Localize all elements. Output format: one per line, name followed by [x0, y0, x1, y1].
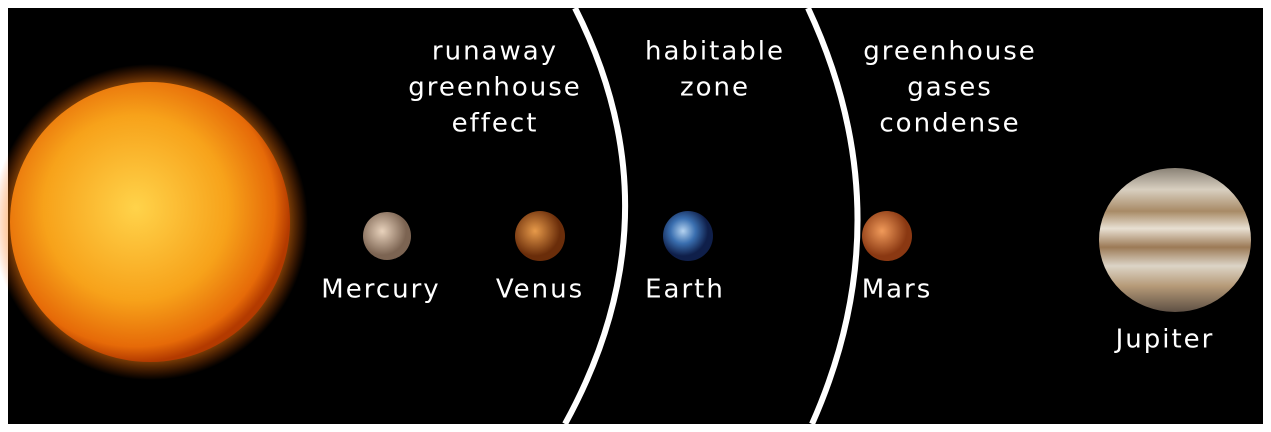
zone-boundary: [805, 6, 861, 426]
planet-mercury: [363, 212, 411, 260]
sun: [10, 82, 290, 362]
zone-label: greenhouse: [408, 73, 582, 103]
zone-label: habitable: [645, 37, 785, 67]
planet-label: Mars: [862, 275, 933, 305]
planet-label: Jupiter: [1114, 325, 1215, 355]
zone-label: effect: [452, 109, 539, 139]
planet-label: Earth: [645, 275, 725, 305]
planet-mars: [862, 211, 912, 261]
planet-label: Mercury: [321, 275, 440, 305]
zone-label: zone: [680, 73, 750, 103]
zone-label: greenhouse: [863, 37, 1037, 67]
zone-boundary: [562, 6, 628, 426]
zone-label: runaway: [432, 37, 558, 67]
zone-label: gases: [907, 73, 993, 103]
planet-venus: [515, 211, 565, 261]
planet-label: Venus: [496, 275, 584, 305]
zone-label: condense: [879, 109, 1020, 139]
planet-jupiter: [1099, 168, 1251, 312]
planet-earth: [663, 211, 713, 261]
